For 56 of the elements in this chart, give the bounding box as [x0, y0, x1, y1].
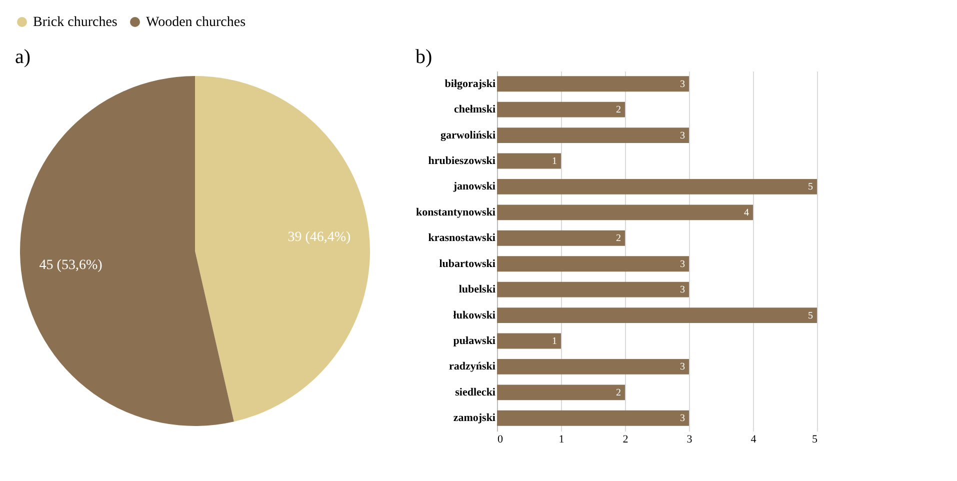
data-label: 3	[680, 258, 685, 270]
bar	[497, 204, 753, 220]
data-label: 3	[680, 130, 685, 142]
y-tick-label: zamojski	[453, 412, 496, 424]
y-tick-label: konstantynowski	[416, 206, 496, 218]
data-label: 3	[680, 78, 685, 90]
bar	[497, 153, 561, 169]
bar	[497, 76, 689, 92]
x-tick-label: 4	[750, 434, 757, 446]
data-label: 1	[552, 336, 557, 347]
y-tick-label: siedlecki	[455, 386, 496, 398]
x-tick-label: 1	[558, 434, 564, 446]
y-tick-label: puławski	[453, 335, 496, 347]
chart-title: b)	[416, 46, 432, 68]
bar	[497, 179, 817, 194]
y-tick-label: radzyński	[449, 360, 496, 373]
x-tick-label: 2	[622, 434, 628, 446]
y-tick-label: łukowski	[453, 309, 496, 322]
bar	[497, 333, 561, 349]
data-label: 3	[680, 362, 685, 373]
data-label: 2	[616, 104, 621, 116]
data-label: 45 (53,6%)	[39, 258, 103, 273]
y-tick-label: janowski	[452, 180, 496, 193]
bar	[497, 308, 817, 323]
bar	[497, 256, 689, 272]
y-tick-label: lubartowski	[439, 258, 496, 270]
y-tick-label: chełmski	[454, 104, 496, 116]
pie-slice	[195, 76, 370, 422]
data-label: 3	[680, 413, 685, 424]
y-tick-label: krasnostawski	[428, 232, 496, 244]
y-tick-label: garwoliński	[440, 129, 496, 142]
bar	[497, 384, 625, 400]
data-label: 5	[808, 310, 813, 322]
x-tick-label: 5	[812, 434, 818, 446]
legend-label: Brick churches	[33, 15, 118, 30]
data-label: 2	[616, 387, 621, 398]
data-label: 2	[616, 233, 621, 244]
bar	[497, 230, 625, 246]
data-label: 39 (46,4%)	[288, 230, 352, 246]
y-tick-label: hrubieszowski	[428, 155, 496, 167]
data-label: 5	[808, 182, 813, 193]
bar	[497, 282, 689, 298]
legend-label: Wooden churches	[146, 15, 246, 30]
y-tick-label: biłgorajski	[444, 78, 496, 90]
x-tick-label: 3	[686, 434, 693, 446]
data-label: 1	[552, 156, 557, 167]
x-tick-label: 0	[498, 434, 504, 446]
bar	[497, 128, 689, 143]
pie-slice	[20, 76, 234, 426]
bar	[497, 410, 689, 426]
y-tick-label: lubelski	[458, 284, 496, 296]
data-label: 4	[744, 207, 749, 218]
text: a)	[15, 46, 31, 68]
bar	[497, 359, 689, 374]
data-label: 3	[680, 284, 685, 296]
bar	[497, 102, 625, 118]
